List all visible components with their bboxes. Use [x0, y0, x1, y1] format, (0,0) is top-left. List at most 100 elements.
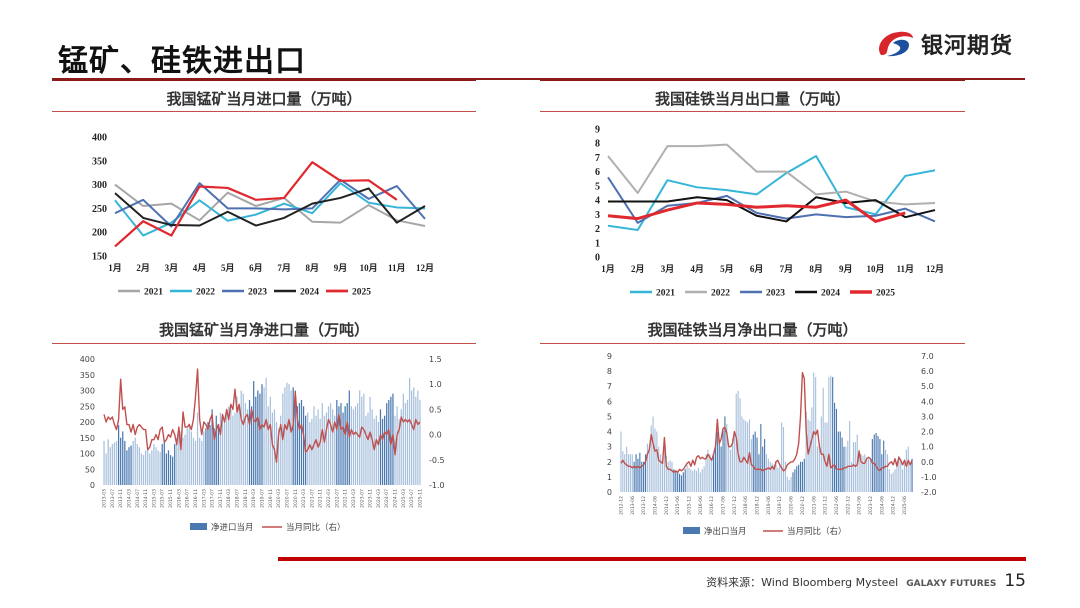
x-tick-label: 7月: [780, 264, 794, 274]
legend-label-2022: 2022: [711, 289, 730, 299]
y-tick-label: 100: [80, 450, 95, 459]
chart-title-fesi-export: 我国硅铁当月出口量（万吨）: [654, 90, 850, 108]
bar: [213, 428, 215, 485]
y2-tick-label: -1.0: [429, 481, 445, 490]
bar: [658, 446, 660, 492]
bar: [758, 454, 760, 492]
bar: [240, 390, 242, 485]
bar: [190, 431, 192, 485]
y2-tick-label: 0.0: [921, 458, 934, 467]
bar: [298, 403, 301, 485]
bar: [234, 412, 236, 485]
bar: [188, 423, 190, 485]
y2-tick-label: 7.0: [921, 352, 934, 361]
title-divider: [52, 78, 1025, 80]
bar: [404, 403, 407, 485]
bar: [184, 434, 186, 485]
y-tick-label: 200: [80, 418, 95, 427]
x-date-label: 2013-06: [630, 496, 636, 515]
x-tick-label: 5月: [720, 264, 734, 274]
bar: [261, 384, 263, 485]
x-date-label: 2018-06: [743, 496, 749, 515]
galaxy-futures-logo: 银河期货: [875, 28, 1013, 60]
bar: [201, 440, 203, 485]
page-title: 锰矿、硅铁进出口: [58, 44, 306, 79]
bar: [255, 396, 257, 485]
bar: [869, 458, 872, 492]
bar: [219, 412, 222, 485]
y-tick-label: 5: [607, 412, 612, 421]
yoy-line: [620, 371, 913, 474]
series-line-2024: [608, 196, 936, 223]
bar: [898, 455, 900, 492]
x-date-label: 2019-12: [777, 496, 783, 515]
bar: [253, 381, 255, 485]
bar: [340, 403, 342, 485]
y-tick-label: 7: [607, 382, 612, 391]
bar: [624, 454, 626, 492]
bar: [381, 418, 384, 485]
bar: [652, 416, 654, 492]
bar: [296, 406, 298, 485]
bar: [134, 437, 136, 485]
bar: [319, 418, 321, 485]
bar: [207, 422, 209, 485]
x-date-label: 2017-11: [218, 489, 224, 508]
bar: [792, 472, 794, 492]
x-date-label: 2020-03: [276, 489, 282, 508]
bar: [327, 406, 330, 485]
bar: [350, 406, 352, 485]
bar: [117, 425, 120, 485]
bar: [718, 439, 720, 492]
bar: [830, 375, 832, 492]
legend-label-2025: 2025: [876, 289, 895, 299]
bar: [784, 461, 786, 492]
bar: [885, 449, 887, 492]
x-tick-label: 10月: [867, 264, 885, 274]
x-date-label: 2016-06: [698, 496, 704, 515]
bar: [871, 439, 873, 492]
x-date-label: 2021-07: [309, 489, 315, 508]
x-date-label: 2021-06: [811, 496, 817, 515]
bar: [644, 454, 647, 492]
bar: [242, 393, 244, 485]
series-line-2023: [114, 178, 426, 228]
x-date-label: 2022-06: [834, 496, 840, 515]
legend-label-2023: 2023: [248, 288, 267, 298]
bar: [149, 453, 151, 485]
bar: [896, 461, 898, 492]
legend-label-2021: 2021: [656, 289, 675, 299]
bar: [130, 445, 132, 485]
bar: [843, 446, 845, 492]
y-tick-label: 250: [92, 204, 107, 215]
bar: [807, 419, 809, 492]
bar: [762, 446, 764, 492]
bar: [833, 402, 836, 492]
bar: [363, 393, 365, 485]
bar: [752, 434, 754, 492]
page-number: 15: [1004, 571, 1026, 591]
bar: [257, 390, 259, 485]
bar: [839, 431, 841, 492]
bar: [315, 415, 317, 485]
y-tick-label: 350: [80, 371, 95, 380]
x-date-label: 2023-11: [368, 489, 374, 508]
bar: [203, 431, 205, 485]
bar: [267, 406, 269, 485]
bar: [103, 440, 105, 485]
bar: [731, 439, 734, 492]
bar: [665, 455, 667, 492]
x-date-label: 2024-03: [376, 489, 382, 508]
bar: [155, 447, 157, 485]
bar: [406, 399, 409, 485]
bar: [109, 447, 111, 485]
bar: [905, 449, 907, 492]
x-date-label: 2020-07: [284, 489, 290, 508]
bar: [400, 409, 402, 485]
x-tick-label: 10月: [360, 263, 378, 273]
bar: [765, 454, 768, 492]
bar: [737, 390, 739, 492]
bar: [832, 377, 834, 492]
bar: [138, 447, 140, 485]
legend-label-2022: 2022: [196, 288, 215, 298]
